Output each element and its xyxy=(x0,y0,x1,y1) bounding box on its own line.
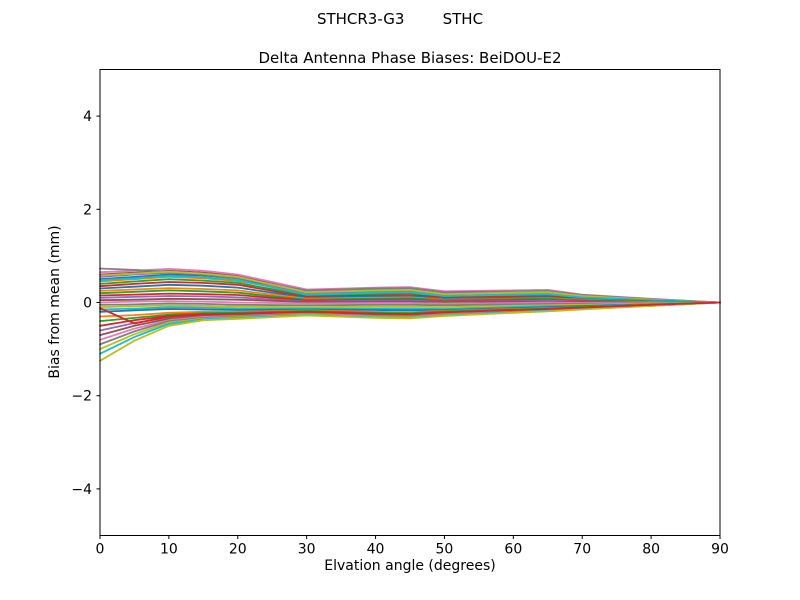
series-line-bias-13 xyxy=(99,289,721,304)
y-tick-label: 0 xyxy=(83,296,92,312)
y-tick-label: −2 xyxy=(71,389,92,405)
x-tick-label: 90 xyxy=(711,542,729,558)
y-tick-label: −4 xyxy=(71,482,92,498)
series-line-bias-09 xyxy=(99,270,721,304)
x-tick-label: 70 xyxy=(573,542,591,558)
series-line-bias-21 xyxy=(99,301,721,313)
x-tick-label: 50 xyxy=(436,542,454,558)
x-tick-label: 40 xyxy=(367,542,385,558)
axes-title: Delta Antenna Phase Biases: BeiDOU-E2 xyxy=(258,49,562,67)
y-axis-label: Bias from mean (mm) xyxy=(47,225,63,379)
x-axis-label: Elvation angle (degrees) xyxy=(324,558,496,574)
x-tick-label: 30 xyxy=(298,542,316,558)
y-tick-label: 4 xyxy=(83,109,92,125)
x-tick-label: 60 xyxy=(504,542,522,558)
x-tick-label: 10 xyxy=(160,542,178,558)
series-line-bias-17 xyxy=(99,300,721,305)
series-line-bias-10 xyxy=(99,274,721,304)
series-line-bias-19 xyxy=(99,301,721,309)
x-tick-label: 80 xyxy=(642,542,660,558)
y-tick-label: 2 xyxy=(83,202,92,218)
series-line-bias-31 xyxy=(99,301,721,362)
series-line-bias-32 xyxy=(99,301,721,325)
x-tick-label: 0 xyxy=(96,542,105,558)
series-line-bias-16 xyxy=(99,297,721,304)
x-tick-label: 20 xyxy=(229,542,247,558)
series-line-bias-18 xyxy=(99,301,721,307)
figure-suptitle: STHCR3-G3 STHC xyxy=(316,10,484,28)
